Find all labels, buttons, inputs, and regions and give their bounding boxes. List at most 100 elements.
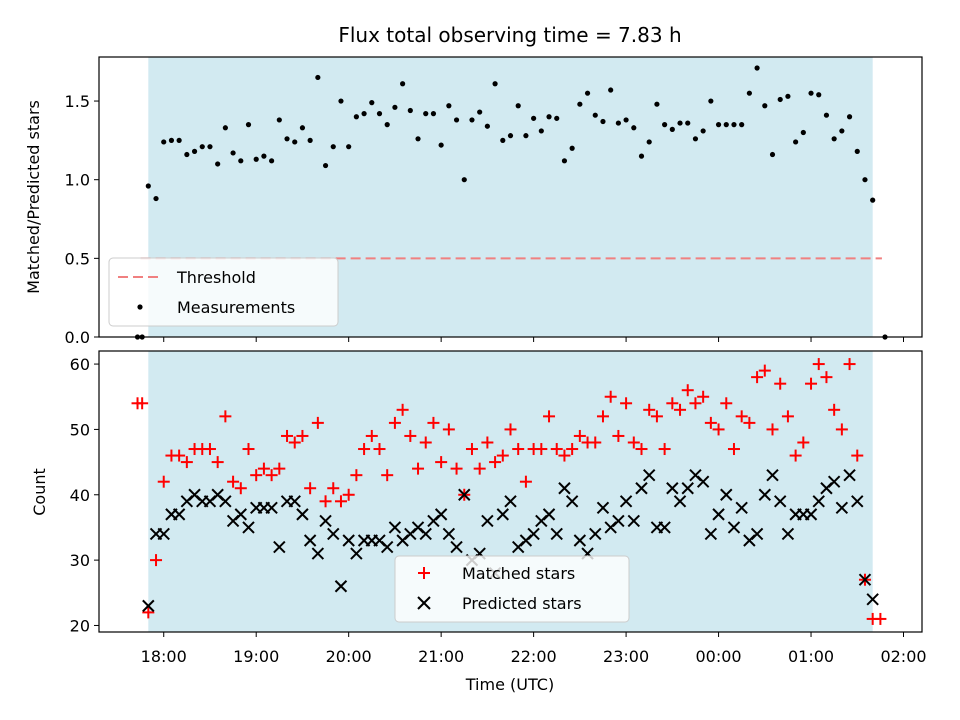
measurement-point <box>523 133 529 139</box>
matched-star-marker <box>180 456 193 469</box>
top-legend-box <box>108 257 339 327</box>
predicted-star-marker <box>750 527 764 541</box>
measurements-legend-label: Measurements <box>177 298 295 317</box>
measurement-point <box>507 133 514 139</box>
matched-star-marker <box>150 554 163 567</box>
predicted-star-marker <box>866 593 879 606</box>
matched-star-marker <box>743 416 756 429</box>
measurement-point <box>592 112 598 118</box>
measurement-point <box>584 90 591 96</box>
measurement-point <box>315 74 321 81</box>
matched-star-marker <box>797 436 810 449</box>
measurement-point <box>207 144 213 150</box>
predicted-star-marker <box>781 527 795 541</box>
measurement-point <box>723 122 729 128</box>
matched-star-marker <box>820 371 833 384</box>
measurement-point <box>261 153 267 159</box>
matched-star-marker <box>404 429 417 442</box>
measurement-point <box>823 112 830 118</box>
matched-star-marker <box>604 390 617 403</box>
measurement-point <box>800 129 806 136</box>
matched-star-marker <box>681 384 694 397</box>
predicted-star-marker <box>496 508 510 521</box>
matched-star-marker <box>450 462 463 475</box>
matched-star-marker <box>781 410 794 423</box>
measurement-point <box>577 101 583 107</box>
matched-star-marker <box>735 410 748 423</box>
threshold-legend-label: Threshold <box>176 268 256 287</box>
measurement-point <box>692 136 699 142</box>
x-tick-label: 21:00 <box>418 647 464 666</box>
measurement-point <box>554 115 560 121</box>
predicted-star-marker <box>458 488 471 501</box>
matched-star-marker <box>319 495 332 508</box>
measurement-point <box>708 98 714 104</box>
matched-star-marker <box>550 443 563 456</box>
top-legend: Threshold Measurements <box>108 257 339 327</box>
measurement-point <box>191 148 198 154</box>
predicted-star-marker <box>273 540 286 554</box>
bottom-y-tick-label: 60 <box>70 355 90 374</box>
measurement-point <box>184 151 190 158</box>
measurement-point <box>376 111 383 117</box>
top-y-tick-label: 0.0 <box>65 328 90 347</box>
measurement-point <box>161 139 167 145</box>
matched-star-marker <box>365 429 378 442</box>
measurement-point <box>515 103 521 109</box>
matched-star-marker <box>835 423 848 436</box>
predicted-star-marker <box>288 495 301 508</box>
measurement-point <box>392 104 398 110</box>
predicted-star-marker <box>735 501 748 515</box>
measurement-point <box>238 158 244 164</box>
predicted-star-marker <box>242 521 255 534</box>
matched-star-marker <box>273 462 286 475</box>
measurement-point <box>600 118 606 125</box>
bottom-panel: 20 30 40 50 60 18:00 19:00 20:00 21:00 22:00 23:00… <box>30 350 927 694</box>
predicted-star-marker <box>766 468 779 482</box>
measurement-point <box>469 117 475 123</box>
x-tick-label: 02:00 <box>880 647 926 666</box>
predicted-star-marker <box>172 508 186 521</box>
matched-star-marker <box>843 358 856 371</box>
x-tick-label: 19:00 <box>233 647 279 666</box>
matched-star-marker <box>296 429 309 442</box>
predicted-star-marker <box>596 501 610 515</box>
matched-star-marker <box>589 436 602 449</box>
predicted-star-marker <box>704 527 718 541</box>
matched-star-marker <box>427 416 440 429</box>
matched-star-marker <box>727 443 740 456</box>
x-axis-label: Time (UTC) <box>465 675 554 694</box>
predicted-star-marker <box>843 468 856 482</box>
matched-star-marker <box>242 443 255 456</box>
predicted-star-marker <box>804 508 818 521</box>
matched-star-marker <box>758 364 771 377</box>
matched-star-marker <box>358 443 371 456</box>
measurement-point <box>430 111 437 117</box>
bottom-y-tick-label: 20 <box>70 616 90 635</box>
measurement-point <box>777 96 783 103</box>
matched-star-marker <box>689 397 702 410</box>
measurement-point <box>338 98 344 104</box>
matched-star-marker <box>658 443 671 456</box>
predicted-star-marker <box>565 495 579 508</box>
predicted-star-marker <box>296 508 309 521</box>
predicted-star-markers <box>142 468 879 613</box>
matched-star-marker <box>265 469 278 482</box>
matched-star-marker <box>211 456 224 469</box>
measurement-point <box>446 103 452 109</box>
matched-star-marker <box>419 436 432 449</box>
predicted-star-marker <box>673 495 687 508</box>
measurement-point <box>631 125 637 131</box>
measurement-point <box>739 122 745 128</box>
matched-star-marker <box>851 449 864 462</box>
measurement-point <box>453 117 460 123</box>
predicted-star-marker <box>681 482 694 495</box>
matched-star-marker <box>697 390 710 403</box>
measurement-point <box>222 125 228 131</box>
measurement-point <box>361 111 367 117</box>
x-tick-label: 22:00 <box>511 647 557 666</box>
measurement-point <box>685 120 691 126</box>
predicted-star-marker <box>727 521 741 534</box>
measurement-point <box>369 100 375 106</box>
